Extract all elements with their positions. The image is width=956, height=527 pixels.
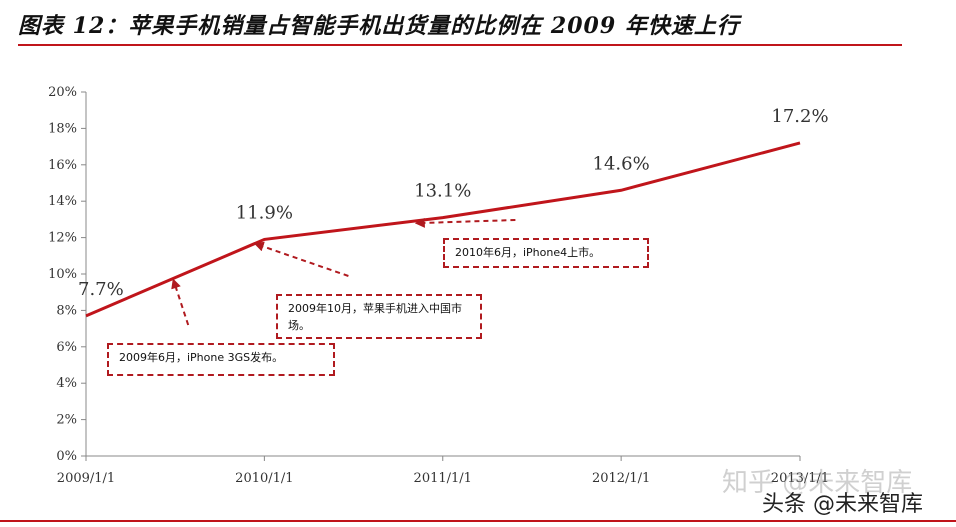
x-tick-label: 2010/1/1: [235, 471, 293, 486]
x-tick-label: 2012/1/1: [592, 471, 650, 486]
y-tick-label: 16%: [48, 158, 77, 173]
y-tick-label: 18%: [48, 121, 77, 136]
y-ticks: 0% 2% 4% 6% 8% 10% 12% 14% 16% 18% 20%: [48, 85, 86, 464]
series: [85, 141, 801, 318]
annotation-arrow: [171, 278, 190, 326]
y-tick-label: 14%: [48, 194, 77, 209]
annotation-arrows: [171, 217, 516, 326]
watermark-faint: 知乎 @未来智库: [722, 468, 913, 498]
y-tick-label: 20%: [48, 85, 77, 100]
y-tick-label: 6%: [56, 340, 77, 355]
annotation-arrow: [414, 217, 516, 228]
data-label: 13.1%: [414, 181, 471, 202]
annotation-iphone-3gs: 2009年6月，iPhone 3GS发布。: [107, 343, 335, 376]
x-tick-label: 2009/1/1: [57, 471, 115, 486]
data-label: 17.2%: [771, 106, 828, 127]
watermark-main: 头条 @未来智库: [762, 492, 923, 517]
y-tick-label: 4%: [56, 376, 77, 391]
data-labels: 7.7% 11.9% 13.1% 14.6% 17.2%: [78, 106, 829, 300]
y-tick-label: 10%: [48, 267, 77, 282]
series-line: [85, 141, 801, 318]
data-label: 7.7%: [78, 279, 124, 300]
x-tick-label: 2013/1/1: [771, 471, 829, 486]
annotation-arrow: [253, 241, 349, 277]
y-tick-label: 0%: [56, 449, 77, 464]
data-label: 14.6%: [593, 153, 650, 174]
annotation-iphone4: 2010年6月，iPhone4上市。: [443, 238, 649, 268]
chart-title: 图表 12：苹果手机销量占智能手机出货量的比例在 2009 年快速上行: [18, 13, 740, 39]
bottom-rule: [0, 520, 956, 522]
y-tick-label: 12%: [48, 231, 77, 246]
y-tick-label: 8%: [56, 303, 77, 318]
title-rule: [18, 44, 902, 46]
y-tick-label: 2%: [56, 413, 77, 428]
annotation-china-market: 2009年10月，苹果手机进入中国市场。: [276, 294, 482, 339]
data-label: 11.9%: [236, 202, 293, 223]
x-tick-label: 2011/1/1: [414, 471, 472, 486]
x-ticks: 2009/1/1 2010/1/1 2011/1/1 2012/1/1 2013/1/1: [57, 456, 829, 486]
